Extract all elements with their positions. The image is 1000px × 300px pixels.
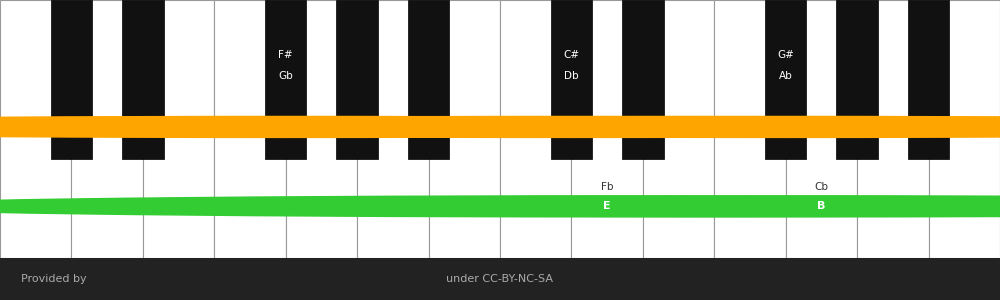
- Circle shape: [36, 116, 1000, 137]
- Bar: [286, 0, 357, 258]
- Text: Provided by: Provided by: [21, 274, 87, 284]
- Bar: [408, 0, 449, 159]
- Bar: [429, 0, 500, 258]
- Bar: [551, 0, 592, 159]
- Bar: [214, 0, 286, 258]
- Bar: [622, 0, 664, 159]
- Bar: [857, 0, 929, 258]
- Text: Fb: Fb: [601, 182, 613, 192]
- Bar: [51, 0, 92, 159]
- Text: F#: F#: [278, 50, 293, 60]
- Text: E: E: [603, 201, 611, 211]
- Bar: [0, 0, 71, 258]
- Bar: [500, 0, 571, 258]
- Bar: [765, 0, 806, 159]
- Bar: [265, 0, 306, 159]
- Bar: [71, 0, 143, 258]
- Bar: [571, 0, 643, 258]
- Bar: [714, 0, 786, 258]
- Bar: [908, 0, 949, 159]
- Bar: [336, 0, 378, 159]
- Text: Gb: Gb: [278, 71, 293, 81]
- Bar: [643, 0, 714, 258]
- Circle shape: [0, 116, 1000, 137]
- Bar: [122, 0, 164, 159]
- Bar: [0, 258, 1000, 300]
- Text: G#: G#: [777, 50, 794, 60]
- Text: Db: Db: [564, 71, 579, 81]
- Text: Cb: Cb: [814, 182, 828, 192]
- Circle shape: [71, 196, 1000, 217]
- Text: under CC-BY-NC-SA: under CC-BY-NC-SA: [446, 274, 554, 284]
- Bar: [786, 0, 857, 258]
- Text: C#: C#: [563, 50, 579, 60]
- Circle shape: [0, 116, 1000, 137]
- Bar: [929, 0, 1000, 258]
- Circle shape: [0, 196, 1000, 217]
- Bar: [143, 0, 214, 258]
- Text: Ab: Ab: [779, 71, 793, 81]
- Bar: [357, 0, 429, 258]
- Bar: [836, 0, 878, 159]
- Text: B: B: [817, 201, 826, 211]
